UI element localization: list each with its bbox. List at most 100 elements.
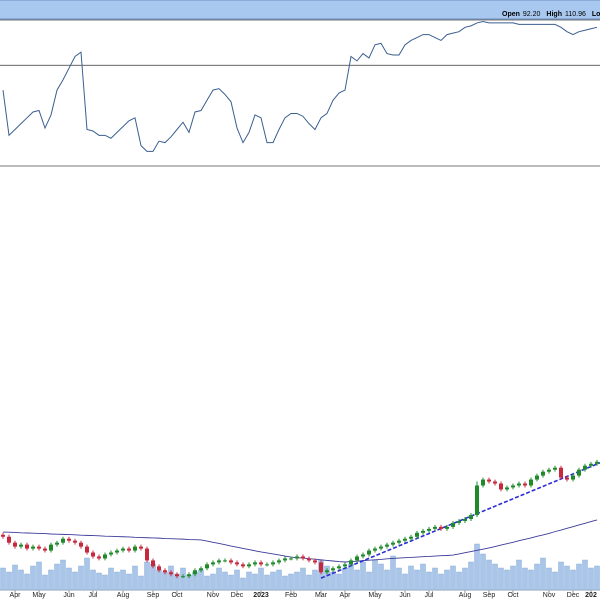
volume-bar [138, 575, 144, 591]
candle-body [529, 479, 533, 486]
volume-bar [564, 565, 570, 591]
volume-bar [18, 569, 24, 591]
volume-bar [246, 571, 252, 591]
x-tick-label: Dec [231, 592, 244, 599]
candle-body [61, 538, 65, 543]
candle-body [361, 554, 365, 557]
header-label: Open [502, 11, 520, 18]
header-fields: Open 92.20 High 110.96 Lo [502, 11, 600, 18]
candle-body [55, 542, 59, 545]
candle-body [271, 562, 275, 565]
volume-bar [228, 574, 234, 591]
x-tick-label: May [32, 592, 46, 599]
volume-bar [210, 573, 216, 591]
candle-body [367, 550, 371, 555]
volume-bar [54, 563, 60, 591]
candle-body [427, 528, 431, 531]
header-label: Lo [592, 11, 600, 18]
indicator-line [2, 20, 598, 152]
candle-body [355, 556, 359, 561]
x-tick-label: Jul [425, 592, 434, 599]
candle-body [319, 562, 323, 573]
candle-body [451, 522, 455, 527]
candle-body [457, 520, 461, 523]
x-tick-label: Sep [483, 592, 496, 599]
volume-bar [486, 559, 492, 591]
volume-bar [132, 565, 138, 591]
candle-body [583, 465, 587, 470]
candle-body [223, 560, 227, 562]
candle-body [115, 550, 119, 553]
volume-bar [390, 555, 396, 591]
candle-body [109, 552, 113, 555]
volume-bar [366, 571, 372, 591]
candle-body [133, 546, 137, 551]
candle-body [139, 546, 143, 549]
x-tick-label: Aug [459, 592, 472, 599]
volume-bar [582, 559, 588, 591]
volume-bar [396, 567, 402, 591]
volume-bar [444, 569, 450, 591]
candle-body [145, 548, 149, 561]
volume-bar [522, 567, 528, 591]
candle-body [247, 564, 251, 567]
candle-body [295, 556, 299, 559]
volume-bar [348, 563, 354, 591]
volume-bar [258, 567, 264, 591]
volume-bar [324, 565, 330, 591]
candle-body [523, 483, 527, 486]
candle-body [439, 526, 443, 529]
volume-bar [282, 575, 288, 591]
volume-bar [552, 571, 558, 591]
volume-layer [0, 543, 600, 591]
volume-bar [306, 574, 312, 591]
volume-bar [474, 543, 480, 591]
volume-bar [588, 567, 594, 591]
x-tick-label: Feb [285, 592, 297, 599]
candle-body [235, 562, 239, 565]
candle-body [259, 562, 263, 565]
x-tick-label: 2023 [253, 592, 269, 599]
candle-body [595, 461, 599, 464]
candle-body [415, 532, 419, 537]
x-tick-label: Jun [399, 592, 410, 599]
volume-bar [294, 571, 300, 591]
candle-body [85, 546, 89, 553]
volume-bar [438, 573, 444, 591]
volume-bar [576, 563, 582, 591]
volume-bar [270, 571, 276, 591]
moving-average [2, 519, 598, 563]
candle-body [73, 540, 77, 543]
candle-body [559, 467, 563, 478]
candle-body [13, 542, 17, 547]
candle-body [253, 562, 257, 565]
candle-body [103, 554, 107, 559]
candle-body [7, 536, 11, 543]
volume-bar [126, 573, 132, 591]
candle-body [535, 475, 539, 480]
candle-body [349, 560, 353, 565]
candle-body [97, 556, 101, 559]
candle-body [91, 552, 95, 557]
candle-body [421, 530, 425, 533]
candle-body [43, 548, 47, 551]
volume-bar [456, 571, 462, 591]
candle-body [205, 564, 209, 569]
volume-bar [108, 567, 114, 591]
volume-bar [42, 574, 48, 591]
header-value: 92.20 [523, 11, 541, 18]
volume-bar [450, 565, 456, 591]
volume-bar [378, 563, 384, 591]
candle-body [19, 544, 23, 547]
candle-body [553, 467, 557, 470]
x-tick-label: Apr [340, 592, 352, 599]
volume-bar [216, 567, 222, 591]
volume-bar [168, 565, 174, 591]
volume-bar [288, 573, 294, 591]
volume-bar [24, 573, 30, 591]
candle-body [31, 546, 35, 549]
volume-bar [144, 561, 150, 591]
volume-bar [30, 565, 36, 591]
volume-bar [234, 569, 240, 591]
volume-bar [90, 569, 96, 591]
